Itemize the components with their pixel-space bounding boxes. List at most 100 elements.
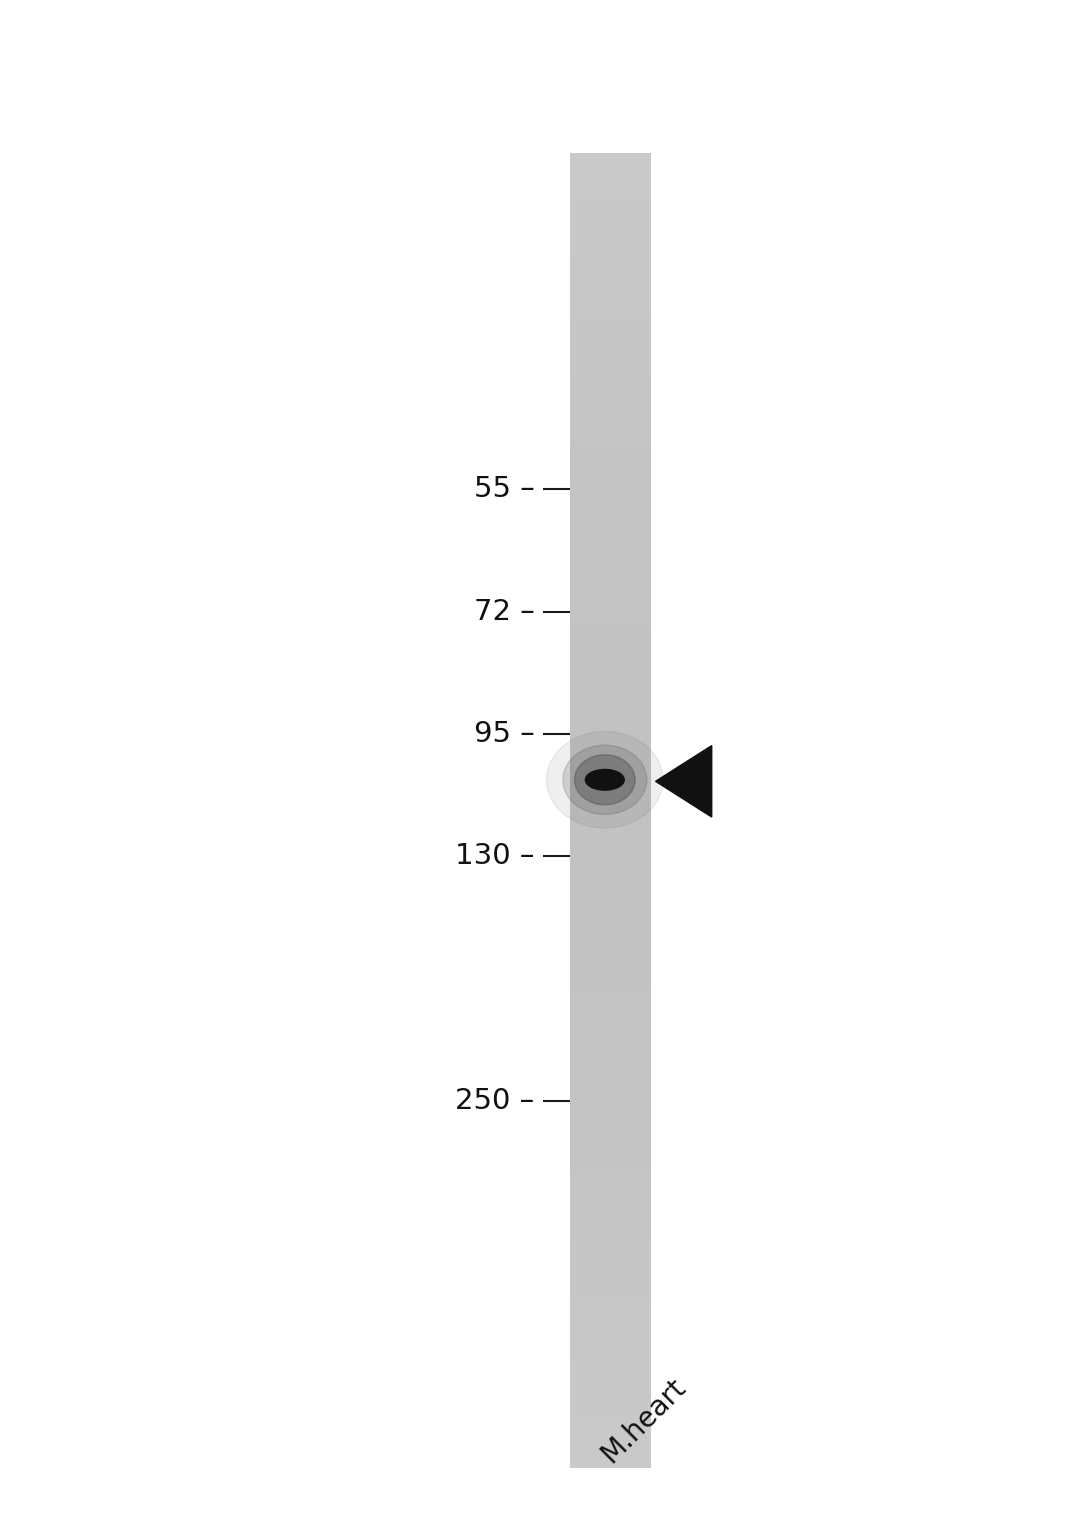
Bar bbox=[570, 1113, 650, 1118]
Bar bbox=[570, 850, 650, 855]
Bar bbox=[570, 1122, 650, 1125]
Bar bbox=[570, 604, 650, 609]
Bar bbox=[570, 446, 650, 451]
Bar bbox=[570, 329, 650, 333]
Bar bbox=[570, 521, 650, 526]
Text: 95 –: 95 – bbox=[474, 720, 535, 748]
Bar bbox=[570, 508, 650, 512]
Bar bbox=[570, 1323, 650, 1327]
Bar bbox=[570, 1209, 650, 1214]
Bar bbox=[570, 780, 650, 784]
Bar bbox=[570, 1336, 650, 1341]
Bar bbox=[570, 846, 650, 850]
Bar bbox=[570, 324, 650, 329]
Bar bbox=[570, 350, 650, 355]
Bar bbox=[570, 688, 650, 693]
Bar bbox=[570, 1060, 650, 1064]
Bar bbox=[570, 1090, 650, 1095]
Bar bbox=[570, 1393, 650, 1398]
Bar bbox=[570, 1144, 650, 1148]
Bar bbox=[570, 301, 650, 306]
Bar bbox=[570, 1271, 650, 1275]
Bar bbox=[570, 1130, 650, 1135]
Bar bbox=[570, 700, 650, 705]
Bar bbox=[570, 639, 650, 644]
Bar bbox=[570, 1174, 650, 1179]
Bar bbox=[570, 1118, 650, 1122]
Bar bbox=[570, 986, 650, 991]
Bar bbox=[570, 876, 650, 881]
Bar bbox=[570, 925, 650, 928]
Bar bbox=[570, 627, 650, 630]
Bar bbox=[570, 902, 650, 907]
Bar bbox=[570, 1327, 650, 1332]
Bar bbox=[570, 1310, 650, 1315]
Bar bbox=[570, 1411, 650, 1416]
Bar bbox=[570, 364, 650, 367]
Bar bbox=[570, 1423, 650, 1428]
Bar bbox=[570, 306, 650, 310]
Bar bbox=[570, 806, 650, 810]
Bar bbox=[570, 714, 650, 719]
Bar bbox=[570, 609, 650, 613]
Bar bbox=[570, 859, 650, 862]
Text: 72 –: 72 – bbox=[474, 598, 535, 625]
Bar bbox=[570, 284, 650, 289]
Bar bbox=[570, 1029, 650, 1034]
Bar bbox=[570, 1459, 650, 1463]
Bar bbox=[570, 775, 650, 780]
Bar bbox=[570, 801, 650, 806]
Bar bbox=[570, 622, 650, 627]
Bar bbox=[570, 665, 650, 670]
Bar bbox=[570, 1346, 650, 1350]
Bar bbox=[570, 433, 650, 437]
Bar bbox=[570, 928, 650, 933]
Bar bbox=[570, 740, 650, 745]
Bar bbox=[570, 294, 650, 298]
Bar bbox=[570, 867, 650, 872]
Bar bbox=[570, 1153, 650, 1156]
Bar bbox=[570, 1064, 650, 1069]
Bar bbox=[570, 573, 650, 578]
Bar bbox=[570, 881, 650, 885]
Bar bbox=[570, 832, 650, 836]
Bar bbox=[570, 157, 650, 162]
Bar bbox=[570, 162, 650, 167]
Bar bbox=[570, 824, 650, 827]
Bar bbox=[570, 1104, 650, 1109]
Bar bbox=[570, 679, 650, 683]
Bar bbox=[570, 696, 650, 700]
Bar bbox=[570, 1235, 650, 1240]
Bar bbox=[570, 683, 650, 688]
Bar bbox=[570, 289, 650, 294]
Bar bbox=[570, 1024, 650, 1029]
Bar bbox=[570, 705, 650, 709]
Bar bbox=[570, 719, 650, 723]
Bar bbox=[570, 1057, 650, 1060]
Bar bbox=[570, 761, 650, 766]
Bar bbox=[570, 268, 650, 271]
Bar bbox=[570, 315, 650, 320]
Bar bbox=[570, 355, 650, 359]
Bar bbox=[570, 991, 650, 994]
Bar bbox=[570, 644, 650, 648]
Bar bbox=[570, 183, 650, 188]
Bar bbox=[570, 794, 650, 797]
Bar bbox=[570, 310, 650, 315]
Bar bbox=[570, 1226, 650, 1231]
Bar bbox=[570, 670, 650, 674]
Bar bbox=[570, 394, 650, 399]
Bar bbox=[570, 735, 650, 740]
Bar bbox=[570, 758, 650, 761]
Bar bbox=[570, 153, 650, 157]
Bar bbox=[570, 258, 650, 263]
Bar bbox=[570, 1297, 650, 1301]
Bar bbox=[570, 916, 650, 920]
Bar bbox=[570, 766, 650, 771]
Bar bbox=[570, 1266, 650, 1271]
Bar bbox=[570, 890, 650, 893]
Bar bbox=[570, 372, 650, 376]
Bar bbox=[570, 963, 650, 968]
Bar bbox=[570, 754, 650, 758]
Bar bbox=[570, 1284, 650, 1287]
